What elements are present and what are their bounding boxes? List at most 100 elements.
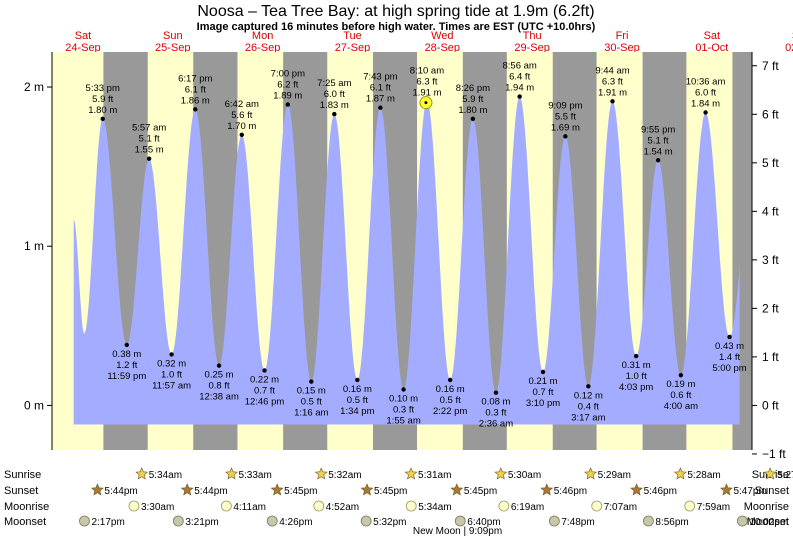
tide-point-dot: [239, 132, 244, 137]
sunrise-time: 5:31am: [418, 470, 451, 481]
sunset-time: 5:46pm: [644, 486, 677, 497]
tide-point-label: 5:57 am: [132, 123, 166, 134]
sunset-icon: [270, 483, 284, 496]
tide-point-label: 1:55 am: [386, 416, 420, 427]
high-tide-point: 6:17 pm6.1 ft1.86 m: [178, 73, 213, 112]
tide-point-dot: [100, 116, 105, 122]
sunrise-time: 5:28am: [687, 470, 720, 481]
day-label-weekday: Fri: [616, 30, 629, 42]
sunrise-time: 5:30am: [508, 470, 541, 481]
sunset-time: 5:47pm: [733, 486, 766, 497]
tide-point-dot: [262, 368, 267, 373]
tide-point-label: 1.87 m: [366, 94, 395, 105]
tide-point-label: 6.4 ft: [509, 72, 530, 83]
right-tick-label: 7 ft: [762, 59, 779, 73]
tide-point-label: 0.22 m: [250, 374, 279, 385]
tide-curve: [73, 96, 740, 425]
row-label-left: Sunrise: [4, 469, 41, 481]
low-tide-point: 0.21 m0.7 ft3:10 pm: [526, 369, 560, 409]
tide-point-label: 4:00 am: [664, 401, 698, 412]
day-label-weekday: Sat: [75, 30, 92, 42]
moonset-icon: [79, 515, 90, 527]
tide-point-label: 11:59 pm: [107, 371, 146, 382]
day-label-weekday: Sat: [704, 30, 721, 42]
moonrise-time: 4:11am: [233, 502, 266, 513]
tide-point-label: 10:36 am: [686, 76, 726, 87]
day-label-weekday: Wed: [431, 30, 453, 42]
tide-point-label: 8:10 am: [410, 65, 444, 76]
tide-point-label: 7:43 pm: [363, 72, 397, 83]
sunrise-icon: [404, 467, 418, 480]
tide-point-dot: [355, 377, 360, 383]
low-tide-point: 0.43 m1.4 ft5:00 pm: [712, 334, 747, 374]
tide-point-label: 1.84 m: [691, 98, 720, 109]
tide-point-label: 1.91 m: [412, 87, 441, 98]
tide-point-label: 5.6 ft: [231, 110, 252, 121]
high-tide-point: 7:43 pm6.1 ft1.87 m: [363, 72, 398, 110]
day-label-date: 02-Oct: [785, 42, 793, 54]
moonrise-icon: [313, 500, 325, 512]
tide-point-label: 6.2 ft: [277, 80, 298, 91]
right-tick-label: 2 ft: [762, 301, 779, 315]
moonset-time: 10:02pm: [749, 517, 788, 528]
tide-point-label: 0.8 ft: [209, 381, 230, 392]
low-tide-point: 0.19 m0.6 ft4:00 am: [664, 372, 698, 412]
day-label-date: 26-Sep: [245, 42, 280, 54]
tide-point-label: 6.3 ft: [416, 76, 437, 87]
high-tide-point: 7:00 pm6.2 ft1.89 m: [271, 69, 305, 107]
tide-point-label: 0.15 m: [297, 386, 326, 397]
tide-point-label: 6.3 ft: [602, 76, 623, 87]
tide-point-label: 9:09 pm: [548, 100, 582, 111]
tide-point-label: 4:03 pm: [619, 382, 653, 393]
moonset-time: 5:32pm: [373, 517, 406, 528]
tide-point-label: 5.1 ft: [139, 134, 160, 145]
tide-point-label: 0.5 ft: [347, 395, 368, 406]
tide-point-label: 0.5 ft: [301, 397, 322, 408]
moonrise-icon: [405, 500, 417, 512]
sunrise-icon: [584, 467, 598, 480]
tide-point-label: 0.7 ft: [254, 385, 275, 396]
tide-point-label: 7:00 pm: [271, 69, 305, 80]
sunrise-icon: [494, 467, 508, 480]
tide-point-label: 0.3 ft: [393, 405, 414, 416]
left-tick-label: 0 m: [24, 398, 44, 412]
high-tide-point: 8:56 am6.4 ft1.94 m: [502, 61, 537, 99]
tide-point-dot: [493, 390, 499, 395]
row-label-left: Moonset: [4, 516, 46, 528]
astronomy-rows: SunriseSunriseSunsetSunsetMoonriseMoonri…: [4, 467, 793, 537]
sunset-time: 5:45pm: [464, 486, 497, 497]
tide-point-label: 1:16 am: [294, 408, 328, 419]
high-tide-point: 9:44 am6.3 ft1.91 m: [595, 65, 630, 104]
tide-point-label: 1.80 m: [458, 105, 487, 116]
row-label-left: Moonrise: [4, 501, 49, 513]
moonrise-icon: [128, 500, 140, 512]
sunset-time: 5:46pm: [554, 486, 587, 497]
sunset-time: 5:45pm: [284, 486, 317, 497]
day-label-date: 25-Sep: [155, 42, 190, 54]
tide-point-label: 2:36 am: [479, 419, 513, 430]
tide-point-label: 0.08 m: [481, 397, 510, 408]
day-label-weekday: Sun: [163, 30, 183, 42]
day-label-date: 30-Sep: [604, 42, 639, 54]
tide-point-label: 0.3 ft: [485, 408, 506, 419]
moonrise-icon: [684, 500, 696, 512]
tide-point-label: 9:55 pm: [641, 124, 675, 135]
tide-point-label: 1.0 ft: [161, 369, 182, 380]
sunrise-time: 5:32am: [328, 470, 361, 481]
tide-point-label: 0.7 ft: [532, 387, 553, 398]
tide-point-label: 12:46 pm: [245, 396, 285, 407]
sunrise-icon: [314, 467, 328, 480]
tide-point-dot: [727, 334, 732, 340]
tide-point-label: 1.94 m: [505, 83, 534, 94]
tide-point-label: 0.31 m: [622, 360, 651, 371]
day-label-weekday: Tue: [343, 30, 362, 42]
day-label-weekday: Sun: [792, 30, 793, 42]
current-tide-marker: [419, 96, 433, 110]
tide-point-label: 0.10 m: [389, 394, 418, 405]
tide-point-label: 8:26 pm: [456, 83, 490, 94]
tide-point-label: 0.6 ft: [670, 390, 691, 401]
